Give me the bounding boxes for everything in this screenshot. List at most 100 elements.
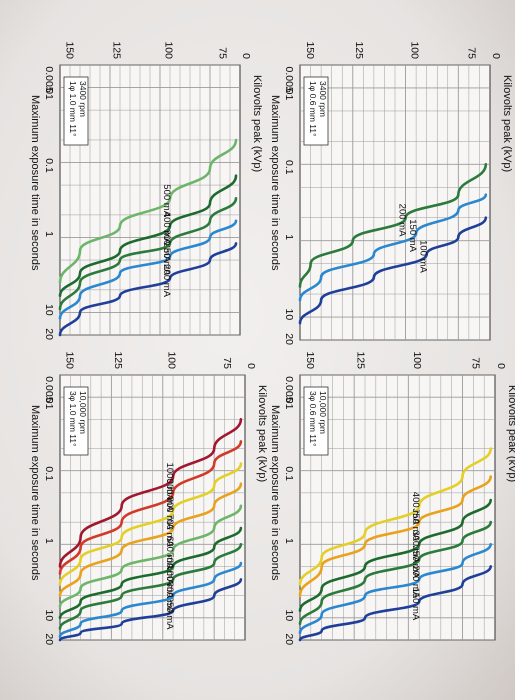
series-line xyxy=(58,242,238,337)
time-tick-label: 10 xyxy=(43,610,55,622)
time-tick-label: 0.005 xyxy=(43,66,55,92)
info-box-line: 3400 rpm xyxy=(318,81,328,117)
series-label: 150 mA xyxy=(407,219,418,252)
kvp-axis-title: Kilovolts peak (kVp) xyxy=(501,75,513,172)
kvp-tick-label: 75 xyxy=(217,47,229,59)
time-tick-label: 1 xyxy=(43,538,55,544)
series-line xyxy=(298,543,492,635)
time-tick-label: 20 xyxy=(283,333,295,345)
time-tick-label: 10 xyxy=(283,610,295,622)
time-tick-label: 1 xyxy=(283,234,295,240)
info-box xyxy=(63,76,89,146)
series-line xyxy=(298,498,492,612)
series-label: 1000 mA xyxy=(164,463,175,502)
time-tick-label: 20 xyxy=(283,633,295,645)
series-label: 400 mA xyxy=(161,212,172,245)
series-line xyxy=(58,138,238,284)
info-box-line: 3400 rpm xyxy=(78,81,88,117)
info-box-line: 10,000 rpm xyxy=(78,391,88,434)
series-label: 100 mA xyxy=(418,240,429,273)
time-tick-label: 0.1 xyxy=(43,466,55,481)
series-label: 200 mA xyxy=(397,204,408,237)
series-line xyxy=(58,440,243,575)
series-label: 700 mA xyxy=(164,514,175,547)
time-tick-label: 1 xyxy=(43,231,55,237)
series-label: 300 mA xyxy=(161,229,172,262)
kvp-tick-label: 75 xyxy=(465,47,477,59)
info-box xyxy=(63,386,89,456)
kvp-tick-label: 125 xyxy=(355,351,367,369)
series-line xyxy=(58,578,243,642)
time-tick-label: 0.005 xyxy=(283,376,295,402)
series-line xyxy=(58,174,238,298)
kvp-tick-label: 0 xyxy=(495,363,507,369)
series-label: 200 mA xyxy=(410,565,421,598)
series-label: 200 mA xyxy=(161,264,172,297)
info-box-line: 1φ 1.0 mm 11° xyxy=(68,81,78,137)
info-box xyxy=(303,76,329,146)
kvp-tick-label: 0 xyxy=(240,53,252,59)
series-label: 300 mA xyxy=(410,530,421,563)
kvp-tick-label: 125 xyxy=(112,351,124,369)
series-line xyxy=(58,197,238,311)
time-tick-label: .01 xyxy=(43,395,55,410)
kvp-tick-label: 0 xyxy=(245,363,257,369)
time-tick-label: 1 xyxy=(283,538,295,544)
time-tick-label: .01 xyxy=(283,395,295,410)
series-line xyxy=(58,526,243,620)
time-tick-label: .01 xyxy=(43,85,55,100)
kvp-tick-label: 100 xyxy=(165,351,177,369)
series-line xyxy=(58,504,243,608)
info-box-line: 3φ 0.6 mm 11° xyxy=(308,391,318,447)
time-axis-title: Maximum exposure time in seconds xyxy=(269,95,281,271)
time-tick-label: 0.1 xyxy=(283,466,295,481)
time-tick-label: 10 xyxy=(43,304,55,316)
time-axis-title: Maximum exposure time in seconds xyxy=(269,405,281,581)
time-tick-label: 0.005 xyxy=(283,67,295,93)
series-label: 250 mA xyxy=(410,545,421,578)
time-tick-label: 0.1 xyxy=(283,160,295,175)
kvp-axis-title: Kilovolts peak (kVp) xyxy=(506,385,515,482)
series-line xyxy=(58,543,243,630)
series-line xyxy=(58,462,243,586)
series-line xyxy=(298,216,488,325)
series-label: 250 mA xyxy=(164,597,175,630)
kvp-axis-title: Kilovolts peak (kVp) xyxy=(251,75,263,172)
kvp-tick-label: 150 xyxy=(304,41,316,59)
series-label: 900 mA xyxy=(164,479,175,512)
kvp-tick-label: 100 xyxy=(408,41,420,59)
time-tick-label: .01 xyxy=(283,86,295,101)
kvp-tick-label: 100 xyxy=(411,351,423,369)
series-line xyxy=(298,447,492,586)
series-label: 400 mA xyxy=(410,492,421,525)
series-line xyxy=(58,418,243,568)
info-box-line: 3φ 1.0 mm 11° xyxy=(68,391,78,447)
time-axis-title: Maximum exposure time in seconds xyxy=(29,405,41,581)
kvp-tick-label: 0 xyxy=(490,53,502,59)
series-line xyxy=(58,219,238,320)
info-box-line: 1φ 0.6 mm 11° xyxy=(308,81,318,137)
info-box xyxy=(303,386,329,456)
series-line xyxy=(298,520,492,625)
kvp-tick-label: 75 xyxy=(221,357,233,369)
series-line xyxy=(298,193,488,302)
kvp-tick-label: 125 xyxy=(110,41,122,59)
series-line xyxy=(298,475,492,597)
time-tick-label: 20 xyxy=(43,328,55,340)
series-line xyxy=(298,565,492,642)
kvp-tick-label: 150 xyxy=(64,351,76,369)
info-box-line: 10,000 rpm xyxy=(318,391,328,434)
series-label: 500 mA xyxy=(164,552,175,585)
series-line xyxy=(58,561,243,638)
kvp-tick-label: 75 xyxy=(470,357,482,369)
series-label: 150 mA xyxy=(410,588,421,621)
series-label: 250 mA xyxy=(161,243,172,276)
series-label: 400 mA xyxy=(164,565,175,598)
series-label: 600 mA xyxy=(164,536,175,569)
series-label: 350 mA xyxy=(410,508,421,541)
